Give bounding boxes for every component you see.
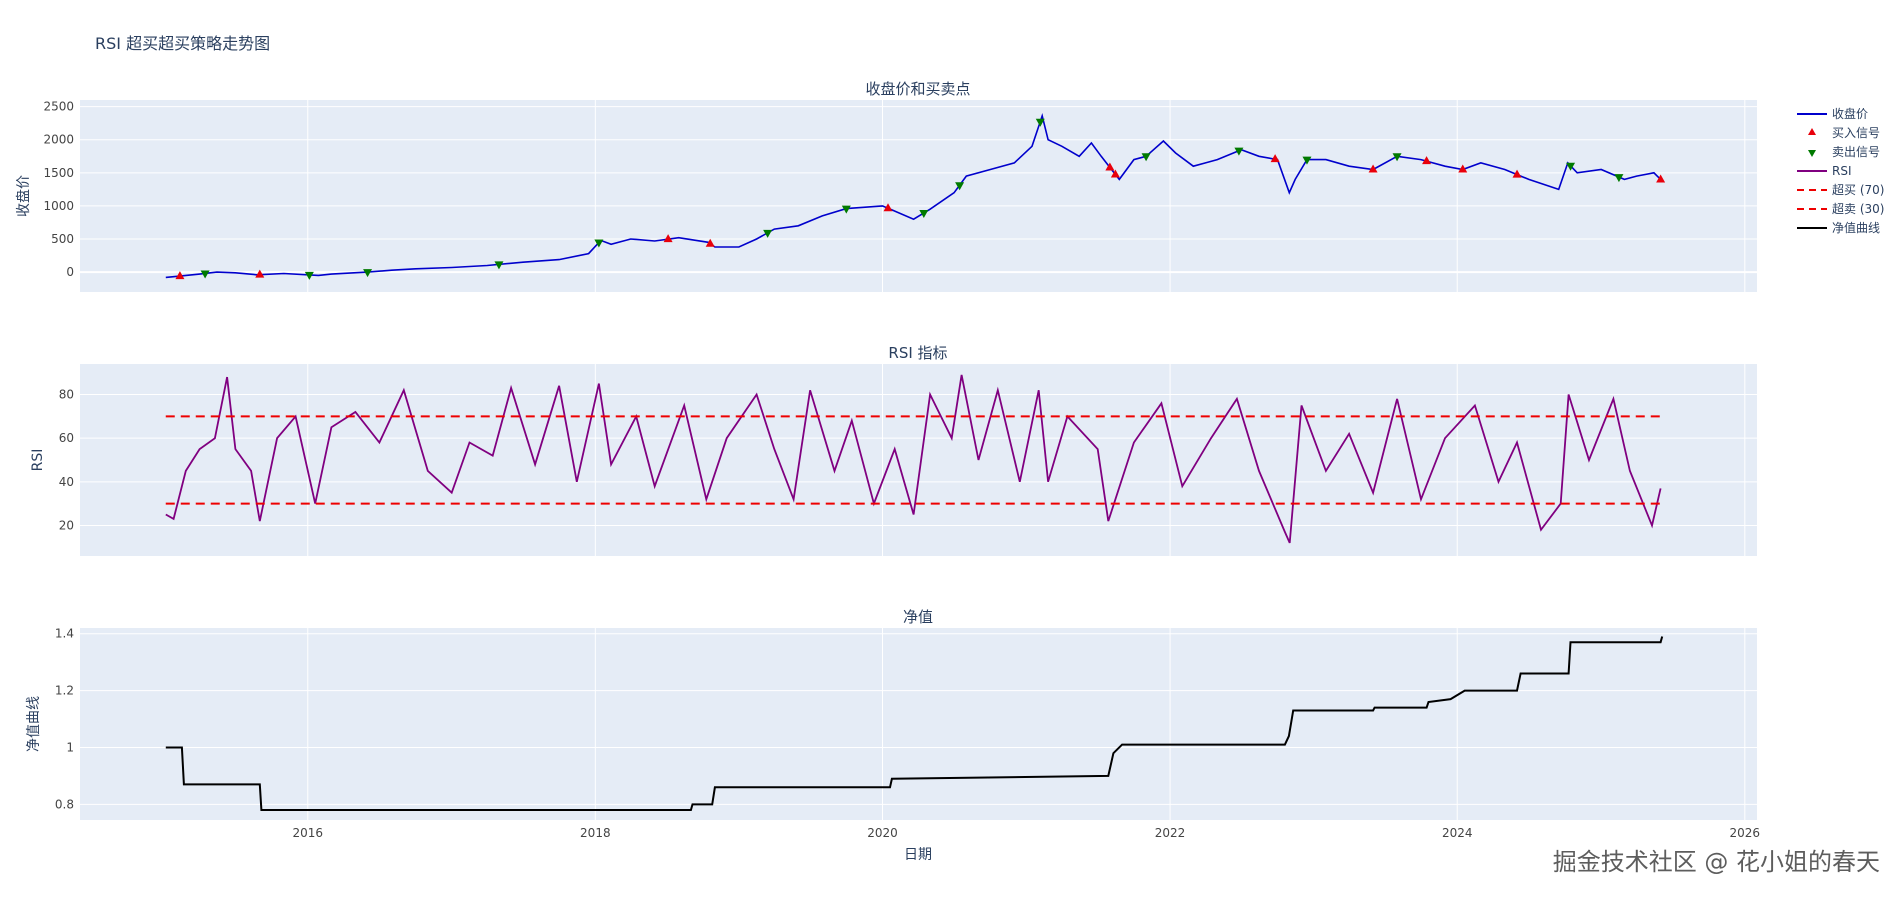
buy-signal-marker <box>883 203 893 212</box>
legend-item-close-price[interactable]: 收盘价 <box>1797 106 1868 121</box>
buy-signal-marker <box>175 271 185 280</box>
nav-plot-area <box>80 628 1757 820</box>
x-tick-label: 2022 <box>1155 826 1186 840</box>
sell-signal-marker <box>1035 118 1045 127</box>
y-tick-label: 500 <box>51 232 74 246</box>
sell-signal-marker <box>919 210 929 219</box>
rsi-y-ticks: 20 40 60 80 <box>59 388 74 533</box>
price-panel: 0 500 1000 1500 2000 2500 收盘价和买卖点 收盘价 <box>15 80 1757 292</box>
rsi-y-axis-label: RSI <box>30 449 46 472</box>
sell-signal-marker <box>1566 162 1576 171</box>
sell-signal-marker <box>841 205 851 214</box>
legend[interactable]: 收盘价 买入信号 卖出信号 RSI 超买 (70) 超卖 (30) 净值曲线 <box>1797 106 1884 235</box>
legend-item-rsi[interactable]: RSI <box>1797 164 1852 178</box>
legend-item-sell-signal[interactable]: 卖出信号 <box>1808 145 1880 159</box>
legend-buy-triangle-icon <box>1808 128 1816 135</box>
y-tick-label: 2500 <box>43 100 74 114</box>
y-tick-label: 1 <box>66 740 74 754</box>
rsi-plot-area <box>80 364 1757 556</box>
legend-sell-signal-label: 卖出信号 <box>1832 145 1880 159</box>
y-tick-label: 1.2 <box>55 684 74 698</box>
nav-grid <box>80 628 1757 820</box>
buy-signal-marker <box>1368 164 1378 173</box>
buy-signal-marker <box>1512 169 1522 178</box>
sell-signal-marker <box>200 270 210 279</box>
buy-signal-marker <box>1458 164 1468 173</box>
figure-title: RSI 超买超买策略走势图 <box>95 34 270 53</box>
sell-signal-marker <box>363 269 373 278</box>
sell-signal-marker <box>1141 153 1151 162</box>
sell-signal-marker <box>1234 147 1244 156</box>
price-plot-area <box>80 100 1757 292</box>
buy-signal-marker <box>663 234 673 243</box>
x-tick-label: 2020 <box>867 826 898 840</box>
legend-rsi-label: RSI <box>1832 164 1852 178</box>
legend-nav-label: 净值曲线 <box>1832 220 1880 235</box>
x-tick-label: 2024 <box>1442 826 1473 840</box>
legend-item-buy-signal[interactable]: 买入信号 <box>1808 126 1880 140</box>
sell-signal-marker <box>1614 174 1624 183</box>
sell-signal-marker <box>594 239 604 248</box>
y-tick-label: 1500 <box>43 166 74 180</box>
nav-panel: 0.811.21.4 净值 净值曲线 2016 2018 2020 2022 2024 2… <box>26 608 1760 863</box>
legend-item-overbought[interactable]: 超买 (70) <box>1797 182 1884 197</box>
nav-y-axis-label: 净值曲线 <box>26 696 42 752</box>
buy-signal-marker <box>705 238 715 247</box>
buy-signal-markers <box>175 154 1666 280</box>
sell-signal-marker <box>1302 156 1312 165</box>
buy-signal-marker <box>1422 156 1432 165</box>
y-tick-label: 40 <box>59 475 74 489</box>
y-tick-label: 60 <box>59 431 74 445</box>
buy-signal-marker <box>1105 162 1115 171</box>
buy-signal-marker <box>1656 174 1666 183</box>
legend-sell-triangle-icon <box>1808 150 1816 157</box>
price-y-ticks: 0 500 1000 1500 2000 2500 <box>43 100 74 280</box>
buy-signal-marker <box>1270 154 1280 163</box>
legend-overbought-label: 超买 (70) <box>1832 182 1884 197</box>
sell-signal-marker <box>494 261 504 270</box>
x-tick-label: 2026 <box>1730 826 1761 840</box>
y-tick-label: 80 <box>59 388 74 402</box>
rsi-panel-title: RSI 指标 <box>888 344 947 362</box>
x-tick-label: 2018 <box>580 826 611 840</box>
sell-signal-marker <box>1392 153 1402 162</box>
nav-y-ticks: 0.8 1 1.2 1.4 <box>55 627 74 812</box>
buy-signal-marker <box>1110 169 1120 178</box>
y-tick-label: 20 <box>59 518 74 532</box>
watermark: 掘金技术社区 @ 花小姐的春天 <box>1553 848 1880 876</box>
legend-buy-signal-label: 买入信号 <box>1832 126 1880 140</box>
nav-line <box>165 636 1664 811</box>
y-tick-label: 2000 <box>43 133 74 147</box>
x-tick-labels: 2016 2018 2020 2022 2024 2026 <box>292 826 1760 840</box>
x-tick-label: 2016 <box>292 826 323 840</box>
sell-signal-marker <box>304 271 314 280</box>
y-tick-label: 1000 <box>43 199 74 213</box>
nav-panel-title: 净值 <box>903 608 933 626</box>
sell-signal-markers <box>200 118 1624 280</box>
x-axis-label: 日期 <box>904 847 932 863</box>
price-y-axis-label: 收盘价 <box>15 175 32 217</box>
legend-item-oversold[interactable]: 超卖 (30) <box>1797 201 1884 216</box>
sell-signal-marker <box>763 229 773 238</box>
price-panel-title: 收盘价和买卖点 <box>865 80 970 98</box>
legend-close-price-label: 收盘价 <box>1832 106 1868 121</box>
sell-signal-marker <box>955 182 965 191</box>
y-tick-label: 0 <box>66 265 74 279</box>
legend-oversold-label: 超卖 (30) <box>1832 201 1884 216</box>
y-tick-label: 1.4 <box>55 627 74 641</box>
rsi-panel: 20 40 60 80 RSI 指标 RSI <box>30 344 1757 556</box>
legend-item-nav[interactable]: 净值曲线 <box>1797 220 1880 235</box>
y-tick-label: 0.8 <box>55 797 74 811</box>
buy-signal-marker <box>255 269 265 278</box>
